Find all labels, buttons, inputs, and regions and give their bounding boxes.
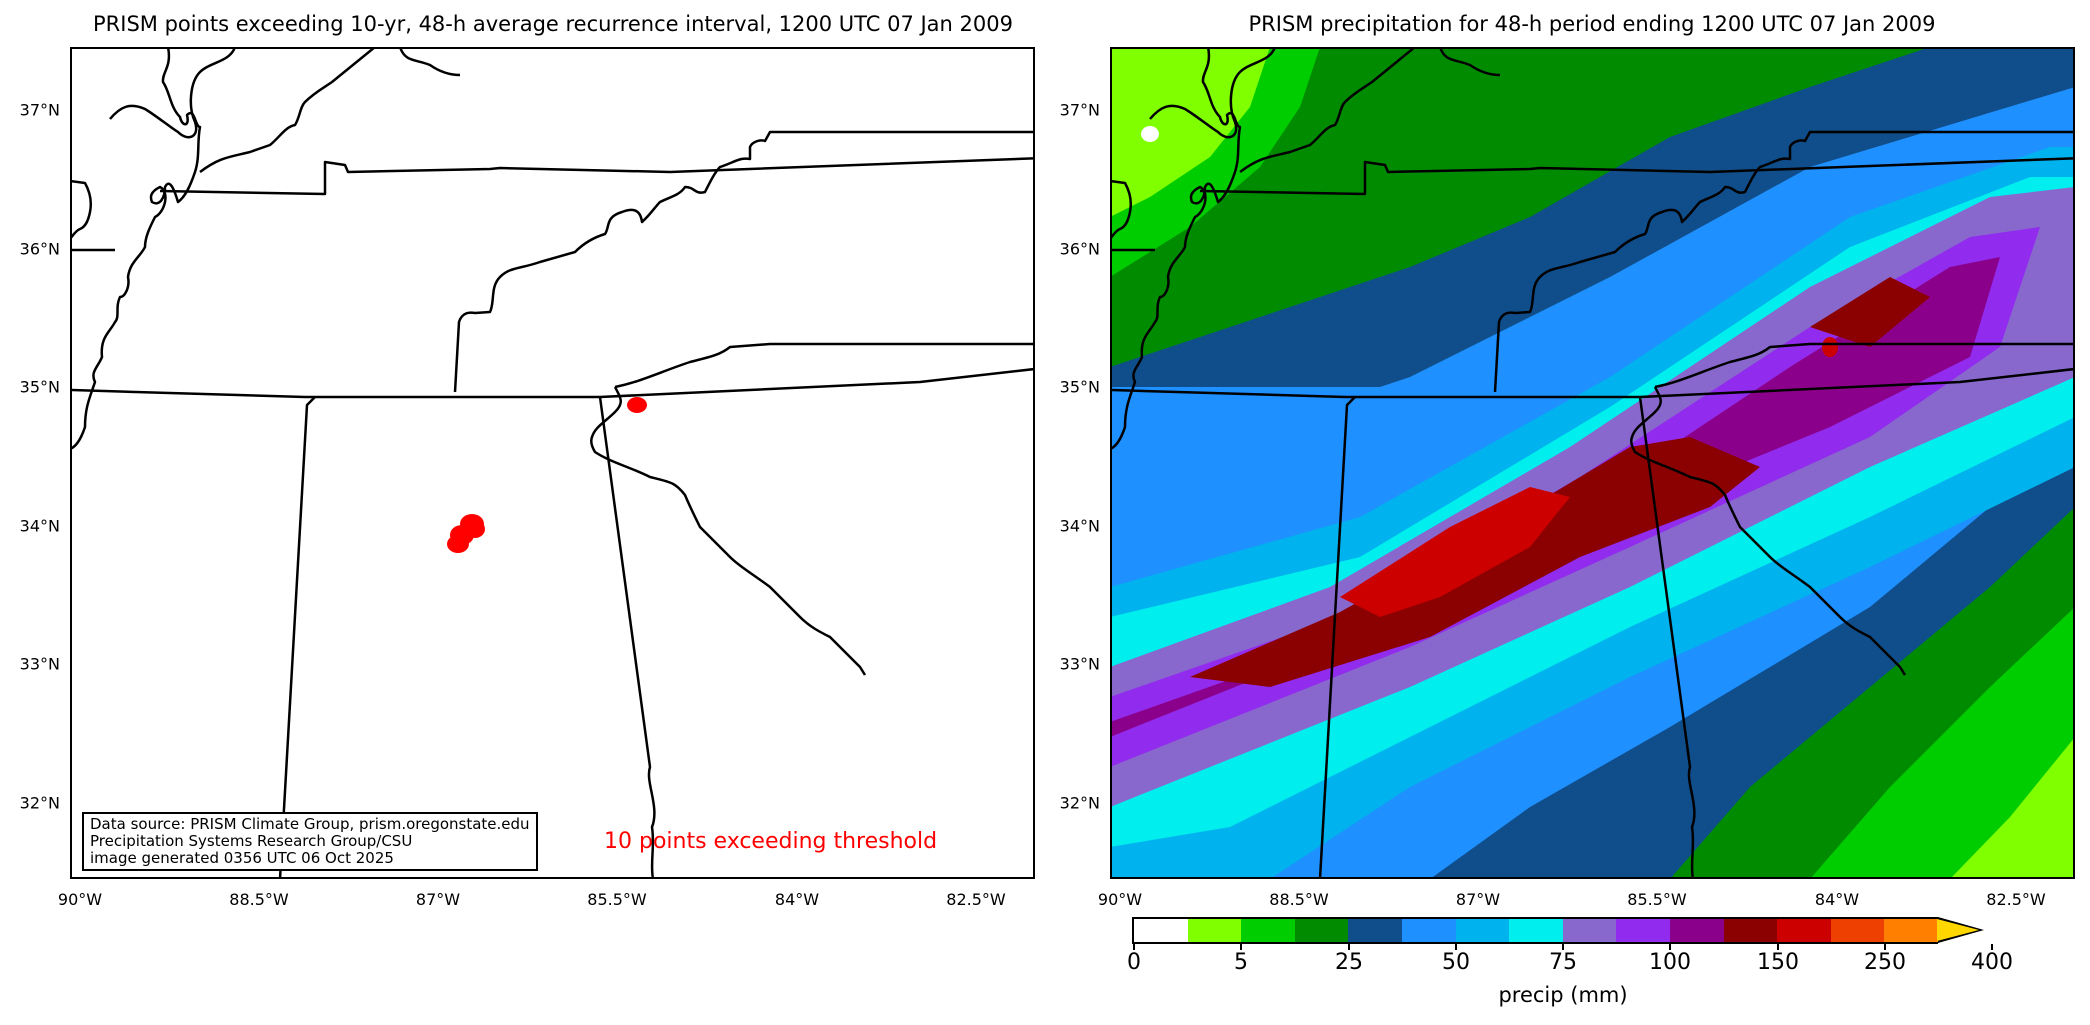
left-lat-label-33: 33°N (19, 654, 60, 674)
colorbar-swatch-4 (1348, 917, 1402, 944)
right-map-panel (1110, 47, 2075, 879)
left-lat-label-32: 32°N (19, 793, 60, 813)
source-line-2: Precipitation Systems Research Group/CSU (90, 832, 413, 850)
left-lon-label-84: 84°W (774, 890, 820, 909)
left-lon-label-90: 90°W (57, 890, 103, 909)
right-lon-label-84: 84°W (1814, 890, 1860, 909)
left-lat-label-34: 34°N (19, 516, 60, 536)
colorbar-label-0: 0 (1127, 950, 1141, 975)
colorbar-swatch-2 (1241, 917, 1295, 944)
colorbar-label-25: 25 (1335, 950, 1363, 975)
colorbar-swatch-7 (1509, 917, 1563, 944)
colorbar-swatch-12 (1777, 917, 1831, 944)
left-lon-label-85-5: 85.5°W (587, 890, 647, 909)
left-map-title: PRISM points exceeding 10-yr, 48-h avera… (93, 12, 1013, 36)
right-lat-label-36: 36°N (1059, 239, 1100, 259)
right-map-title: PRISM precipitation for 48-h period endi… (1248, 12, 1936, 36)
colorbar-swatch-1 (1187, 917, 1242, 944)
source-line-3: image generated 0356 UTC 06 Oct 2025 (90, 849, 394, 867)
right-lat-label-33: 33°N (1059, 654, 1100, 674)
right-lat-label-37: 37°N (1059, 100, 1100, 120)
right-map-precip-field (1112, 49, 2073, 877)
right-lat-label-34: 34°N (1059, 516, 1100, 536)
colorbar-label-100: 100 (1649, 950, 1691, 975)
colorbar-extend-arrow (1936, 917, 1984, 943)
left-lat-label-36: 36°N (19, 239, 60, 259)
left-lon-label-82-5: 82.5°W (946, 890, 1006, 909)
colorbar-label-75: 75 (1549, 950, 1577, 975)
colorbar-label-400: 400 (1971, 950, 2013, 975)
source-line-1: Data source: PRISM Climate Group, prism.… (90, 815, 530, 833)
left-lat-label-35: 35°N (19, 377, 60, 397)
colorbar-swatch-3 (1294, 917, 1349, 944)
colorbar-label-50: 50 (1442, 950, 1470, 975)
colorbar-swatch-8 (1562, 917, 1617, 944)
left-lon-label-87: 87°W (415, 890, 461, 909)
left-lat-label-37: 37°N (19, 100, 60, 120)
right-lon-label-85-5: 85.5°W (1627, 890, 1687, 909)
left-lon-label-88-5: 88.5°W (229, 890, 289, 909)
exceedance-points (447, 397, 647, 553)
right-lon-label-87: 87°W (1455, 890, 1501, 909)
data-source-box: Data source: PRISM Climate Group, prism.… (82, 812, 538, 871)
colorbar-swatch-5 (1401, 917, 1456, 944)
left-map-boundaries (72, 49, 1033, 877)
colorbar-swatch-0 (1132, 917, 1188, 944)
colorbar-swatch-14 (1884, 917, 1938, 944)
right-lon-label-82-5: 82.5°W (1986, 890, 2046, 909)
colorbar-swatch-6 (1455, 917, 1510, 944)
colorbar-swatch-11 (1723, 917, 1778, 944)
colorbar-title: precip (mm) (1498, 983, 1628, 1007)
colorbar-swatch-13 (1830, 917, 1885, 944)
colorbar-label-250: 250 (1864, 950, 1906, 975)
colorbar-label-5: 5 (1234, 950, 1248, 975)
left-map-panel: Data source: PRISM Climate Group, prism.… (70, 47, 1035, 879)
right-lon-label-90: 90°W (1097, 890, 1143, 909)
colorbar-swatch-10 (1669, 917, 1724, 944)
right-lat-label-32: 32°N (1059, 793, 1100, 813)
threshold-count-note: 10 points exceeding threshold (604, 829, 938, 854)
right-lat-label-35: 35°N (1059, 377, 1100, 397)
colorbar-swatch-9 (1616, 917, 1670, 944)
colorbar-label-150: 150 (1757, 950, 1799, 975)
right-lon-label-88-5: 88.5°W (1269, 890, 1329, 909)
precip-colorbar (1132, 917, 1984, 944)
